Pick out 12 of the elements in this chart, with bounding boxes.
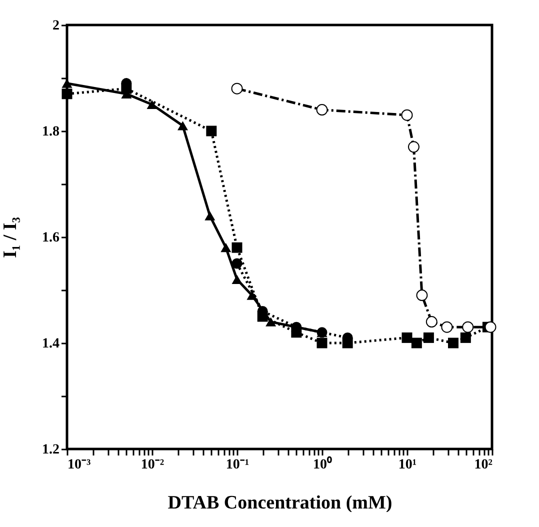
x-tick-label: 10⁻³ [68,458,91,472]
x-tick-label: 10⁻¹ [226,458,250,472]
x-tick-label: 10² [474,458,492,472]
x-tick-label: 10¹ [398,458,417,472]
y-tick-label: 1.6 [42,230,60,246]
y-tick-label: 1.8 [42,124,60,140]
y-tick-label: 1.4 [42,336,60,352]
x-tick-label: 10⁰ [313,456,332,472]
y-axis-title: I₁ / I₃ [0,216,21,258]
x-tick-label: 10⁻² [140,458,164,472]
y-tick-label: 2 [52,18,60,34]
y-tick-label: 1.2 [42,442,60,458]
